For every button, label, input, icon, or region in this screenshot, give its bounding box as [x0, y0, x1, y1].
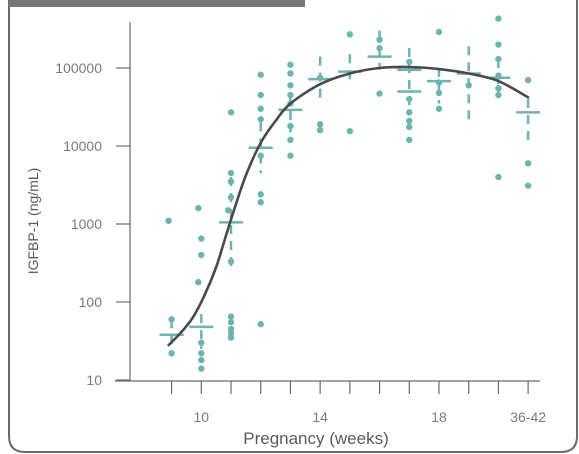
data-point	[495, 91, 502, 99]
data-point	[198, 350, 205, 357]
data-point	[227, 313, 235, 320]
data-point	[524, 76, 532, 84]
data-point	[257, 116, 264, 123]
chart-frame-border	[8, 0, 578, 453]
data-point	[224, 207, 232, 214]
data-point	[287, 152, 294, 159]
data-point	[227, 334, 235, 341]
data-point	[435, 28, 443, 36]
x-tick-label: 18	[431, 409, 447, 425]
data-point	[287, 70, 294, 77]
x-tick-label: 10	[194, 409, 210, 425]
data-point	[227, 194, 235, 201]
data-point	[495, 15, 502, 22]
data-point	[165, 217, 172, 224]
data-point	[257, 191, 264, 198]
data-point	[316, 121, 324, 128]
data-point	[406, 109, 413, 116]
data-point	[227, 319, 235, 326]
data-point	[257, 91, 264, 99]
x-axis-title: Pregnancy (weeks)	[243, 429, 389, 448]
data-point	[198, 356, 205, 364]
chart-top-banner	[9, 0, 305, 7]
data-point	[168, 316, 175, 323]
data-point	[257, 199, 264, 206]
data-point	[198, 339, 205, 346]
data-point	[495, 41, 502, 48]
data-point	[495, 85, 502, 92]
data-point	[227, 329, 235, 337]
x-tick-label: 14	[312, 409, 328, 425]
data-point	[198, 251, 205, 259]
data-point	[495, 173, 502, 181]
data-point	[346, 127, 354, 135]
y-tick-label: 1000	[71, 216, 102, 232]
data-point	[198, 365, 205, 372]
data-point	[524, 182, 532, 189]
y-tick-label: 10000	[63, 138, 102, 154]
data-point	[257, 105, 264, 112]
data-point	[227, 178, 235, 185]
data-point	[406, 123, 413, 131]
data-point	[376, 36, 383, 43]
data-point	[495, 55, 502, 63]
data-point	[524, 160, 532, 167]
data-point	[287, 122, 294, 130]
data-point	[406, 117, 413, 125]
data-point	[376, 44, 383, 52]
data-point	[198, 235, 205, 242]
data-point	[257, 320, 264, 328]
y-tick-label: 100000	[55, 60, 102, 76]
x-tick-label: 36-42	[510, 409, 546, 425]
data-point	[435, 89, 443, 97]
data-point	[406, 136, 413, 144]
data-point	[406, 58, 413, 66]
data-point	[287, 91, 294, 99]
data-point	[257, 152, 264, 159]
y-tick-label: 10	[86, 372, 102, 388]
y-tick-label: 100	[79, 294, 103, 310]
data-point	[287, 61, 294, 68]
data-point	[287, 82, 294, 89]
data-point	[376, 90, 383, 97]
data-point	[168, 350, 175, 357]
data-point	[346, 31, 354, 38]
data-point	[195, 278, 202, 286]
y-axis-title: IGFBP-1 (ng/mL)	[25, 168, 41, 275]
data-point	[227, 109, 235, 116]
data-point	[227, 169, 235, 177]
data-point	[195, 204, 202, 212]
data-point	[316, 126, 324, 134]
data-point	[227, 258, 235, 265]
data-point	[287, 136, 294, 144]
data-point	[435, 105, 443, 112]
data-point	[406, 95, 413, 103]
data-point	[465, 82, 472, 89]
data-point	[257, 71, 264, 78]
fitted-curve-line	[167, 65, 530, 347]
